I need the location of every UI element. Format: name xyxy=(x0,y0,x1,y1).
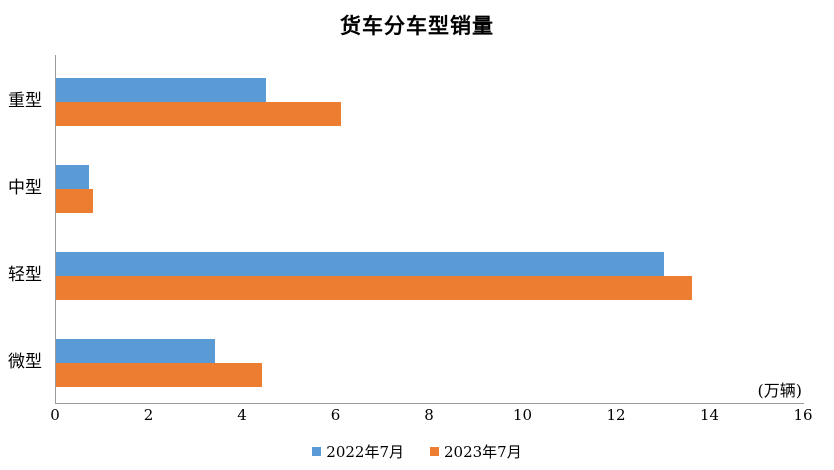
x-tick-label-14: 14 xyxy=(699,406,720,424)
category-label-3: 微型 xyxy=(8,352,42,372)
x-tick-label-8: 8 xyxy=(424,406,434,424)
x-tick-label-10: 10 xyxy=(512,406,533,424)
legend-label-2023: 2023年7月 xyxy=(444,443,522,461)
legend-swatch-2023-icon xyxy=(430,447,439,456)
chart-title: 货车分车型销量 xyxy=(340,13,494,38)
x-tick-label-0: 0 xyxy=(50,406,60,424)
x-axis-ticks: 0 2 4 6 8 10 12 14 16 xyxy=(0,406,834,426)
y-axis-labels: 重型 中型 轻型 微型 xyxy=(0,55,48,403)
category-label-2: 轻型 xyxy=(8,265,42,285)
bar-2023年7月-中型 xyxy=(56,188,94,213)
bar-2023年7月-重型 xyxy=(56,101,342,126)
category-label-1: 中型 xyxy=(8,178,42,198)
legend-item-2023: 2023年7月 xyxy=(430,441,522,462)
plot-area xyxy=(55,55,804,404)
category-label-0: 重型 xyxy=(8,91,42,111)
axis-unit-label: (万辆) xyxy=(757,381,803,400)
bar-2022年7月-微型 xyxy=(56,338,215,363)
bar-2023年7月-轻型 xyxy=(56,275,692,300)
x-tick-label-6: 6 xyxy=(330,406,341,424)
bar-2022年7月-轻型 xyxy=(56,251,664,276)
x-tick-label-4: 4 xyxy=(237,406,247,424)
x-tick-label-2: 2 xyxy=(143,406,154,424)
bar-2022年7月-中型 xyxy=(56,164,89,189)
legend-item-2022: 2022年7月 xyxy=(312,441,404,462)
legend-swatch-2022-icon xyxy=(312,447,322,456)
x-tick-label-12: 12 xyxy=(606,406,626,424)
bar-2023年7月-微型 xyxy=(56,362,262,387)
x-tick-label-16: 16 xyxy=(793,406,813,424)
bar-2022年7月-重型 xyxy=(56,77,267,102)
legend-label-2022: 2022年7月 xyxy=(326,443,404,461)
legend: 2022年7月 2023年7月 xyxy=(0,441,834,462)
